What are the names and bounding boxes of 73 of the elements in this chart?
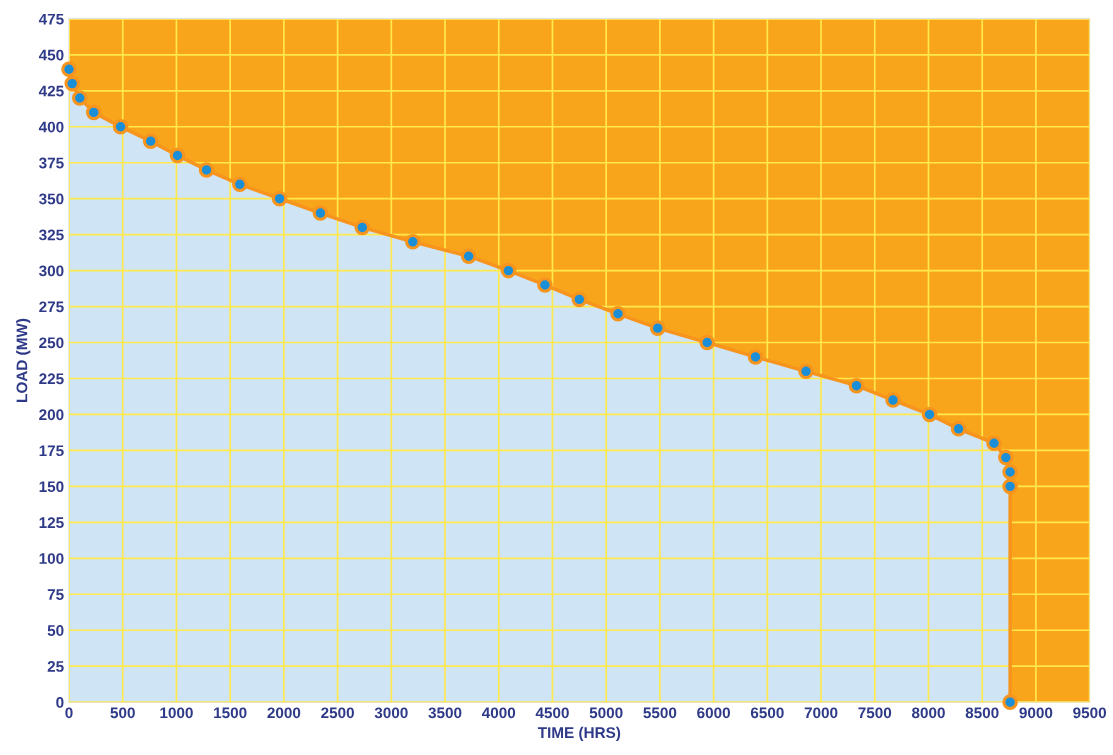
point [405,234,421,250]
point [142,133,159,149]
y-tick-label: 225 [39,373,64,385]
x-tick-label: 2000 [267,707,301,719]
x-tick-label: 2500 [321,707,354,719]
point [885,392,901,408]
x-tick-label: 500 [110,707,135,719]
x-tick-label: 6500 [750,707,784,719]
x-tick-label: 8500 [965,707,999,719]
point [1002,464,1018,480]
y-tick-label: 400 [38,121,64,133]
y-tick-label: 0 [56,697,64,708]
y-tick-label: 425 [38,85,64,97]
x-axis-title: TIME (HRS) [537,726,621,742]
x-tick-label: 4500 [535,707,569,719]
point [1002,478,1018,495]
point [747,349,764,365]
y-tick-label: 175 [39,445,64,457]
point [798,363,814,380]
point [610,305,626,322]
point [112,118,129,135]
point [699,334,715,351]
y-tick-label: 150 [39,481,64,493]
point [354,219,371,236]
point [232,176,248,193]
point [500,262,517,279]
point [61,61,77,77]
x-tick-label: 6000 [697,707,730,719]
y-tick-label: 25 [47,661,64,672]
point [950,421,967,437]
point [85,104,102,121]
y-tick-label: 75 [47,589,64,600]
point [312,205,329,221]
y-axis-title: LOAD (MW) [16,318,31,402]
y-tick-label: 250 [39,337,64,349]
x-tick-label: 4000 [481,707,516,719]
point [1002,694,1018,710]
x-tick-label: 1500 [214,707,247,719]
point [64,75,81,92]
point [71,90,88,106]
x-tick-label: 7000 [804,707,838,719]
y-tick-label: 50 [47,625,64,636]
point [169,147,186,164]
point [198,162,215,178]
point [986,435,1002,452]
y-tick-label: 200 [39,409,64,421]
x-tick-label: 9500 [1073,707,1106,719]
point [921,406,938,423]
x-tick-label: 5500 [643,707,677,719]
x-tick-label: 5000 [589,707,623,719]
y-tick-label: 475 [38,13,64,25]
x-tick-label: 0 [65,707,73,719]
y-tick-label: 450 [38,49,64,61]
point [271,190,288,207]
point [460,248,477,264]
point [998,449,1014,466]
point [537,277,553,293]
x-tick-label: 9000 [1019,707,1053,719]
point [571,291,588,308]
y-tick-label: 275 [39,301,64,313]
y-tick-label: 350 [39,193,64,205]
y-tick-label: 375 [39,157,64,169]
y-tick-label: 125 [39,517,64,529]
x-tick-label: 8000 [911,707,945,719]
x-tick-label: 1000 [160,707,193,719]
x-tick-label: 3500 [428,707,462,719]
x-tick-label: 3000 [374,707,408,719]
y-tick-label: 300 [39,265,64,277]
point [848,377,865,394]
point [649,320,666,336]
y-tick-label: 100 [39,553,64,564]
x-tick-label: 7500 [858,707,892,719]
y-tick-label: 325 [39,229,64,241]
